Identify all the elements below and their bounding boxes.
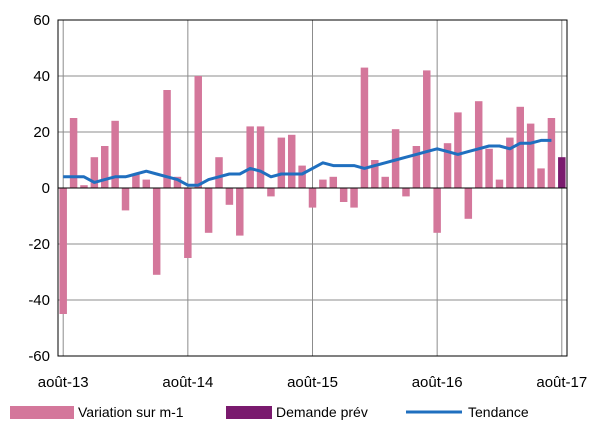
bar-variation [526, 123, 535, 188]
bar-variation [464, 188, 473, 219]
bar-variation [423, 70, 431, 188]
bar-variation [173, 176, 182, 188]
legend: Variation sur m-1 Demande prév Tendance [10, 404, 529, 420]
bar-variation [506, 137, 514, 188]
bar-variation [121, 188, 130, 211]
bar-variation [485, 148, 493, 188]
y-tick-label: 20 [33, 124, 50, 141]
bar-variation [111, 120, 119, 188]
bar-variation [412, 146, 421, 188]
bar-variation [308, 188, 317, 208]
bar-variation [360, 67, 369, 188]
x-tick-label: août-14 [162, 374, 213, 391]
x-tick-label: août-15 [287, 374, 338, 391]
legend-swatch-demande [226, 406, 272, 419]
legend-label-demande: Demande prév [276, 404, 368, 420]
bar-variation [246, 126, 254, 188]
legend-label-variation: Variation sur m-1 [78, 404, 184, 420]
bar-variation [537, 168, 545, 188]
bar-variation [184, 188, 192, 258]
bar-variation [381, 176, 389, 188]
bar-variation [516, 106, 524, 188]
bar-variation [329, 176, 338, 188]
x-tick-label: août-13 [38, 374, 89, 391]
trend-line [63, 138, 552, 187]
bar-variation [402, 188, 410, 197]
bar-variation [194, 76, 202, 188]
bar-variation [69, 118, 78, 188]
y-tick-label: -60 [28, 348, 50, 365]
legend-label-tendance: Tendance [468, 404, 529, 420]
y-tick-label: 0 [42, 180, 50, 197]
bar-variation [319, 179, 327, 188]
bar-variation [215, 157, 223, 188]
y-tick-label: -20 [28, 236, 50, 253]
x-tick-labels: août-13 août-14 août-15 août-16 août-17 [38, 374, 587, 391]
bar-variation [495, 179, 504, 188]
bar-variation [547, 118, 556, 188]
bar-variation [236, 188, 244, 236]
bar-variation [132, 174, 140, 188]
bar-variation [152, 188, 161, 275]
x-tick-label: août-16 [412, 374, 463, 391]
y-tick-label: 40 [33, 68, 50, 85]
bar-variation [142, 179, 151, 188]
bar-variation [350, 188, 358, 208]
y-tick-label: -40 [28, 292, 50, 309]
bar-variation [267, 188, 275, 197]
bar-variation [454, 112, 462, 188]
bar-variation [287, 134, 296, 188]
bar-variation [339, 188, 348, 202]
trend-line-group [63, 138, 552, 187]
bar-variation [101, 146, 109, 188]
bar-variation [371, 160, 379, 188]
bar-demande-prev [558, 157, 566, 188]
bar-variation [225, 188, 234, 205]
bar-variation [474, 101, 483, 188]
bar-variation [163, 90, 171, 188]
bar-variation [256, 126, 265, 188]
bar-variation [90, 157, 99, 188]
y-tick-labels: -60 -40 -20 0 20 40 60 [28, 12, 50, 365]
bar-variation [59, 188, 67, 314]
axes [57, 19, 568, 357]
bar-variation [433, 188, 441, 233]
bar-variation [204, 188, 213, 233]
y-tick-label: 60 [33, 12, 50, 29]
legend-swatch-variation [10, 406, 74, 419]
bar-variation [80, 185, 88, 188]
bar-variation [277, 137, 286, 188]
bar-variation [443, 143, 452, 188]
bar-variation [298, 165, 306, 188]
x-tick-label: août-17 [536, 374, 587, 391]
